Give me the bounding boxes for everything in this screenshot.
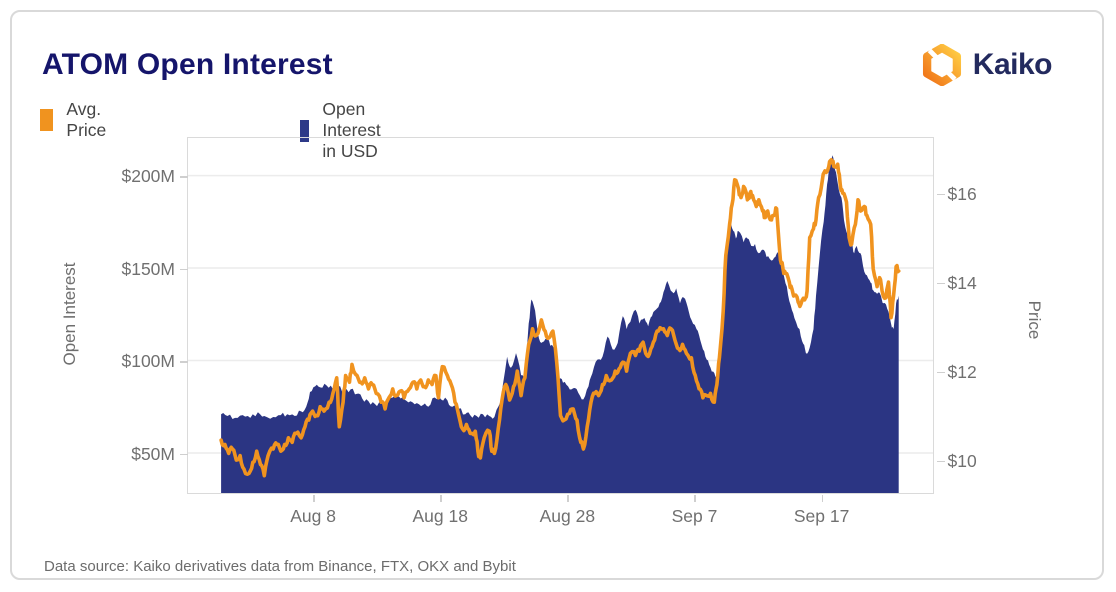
- x-axis-tick-label: Sep 7: [671, 505, 718, 526]
- chart-canvas: [188, 155, 933, 493]
- kaiko-logo-icon: [921, 44, 963, 86]
- y-left-tick-label: $200M: [121, 166, 175, 187]
- page-title: ATOM Open Interest: [42, 48, 333, 81]
- y-right-tick-label: $12: [947, 361, 977, 382]
- x-axis-tick-label: Aug 8: [290, 505, 336, 526]
- y-right-tick-mark: [936, 282, 945, 285]
- y-right-tick-label: $14: [947, 272, 977, 293]
- chart-card: ATOM Open Interest Kaiko Avg. Price: [10, 10, 1104, 580]
- y-left-tick-label: $50M: [131, 443, 175, 464]
- avg-price-swatch: [40, 109, 54, 131]
- x-axis-tick-label: Aug 18: [412, 505, 468, 526]
- legend-label-avg-price: Avg. Price: [66, 99, 107, 140]
- x-axis-tick-mark: [440, 494, 442, 502]
- chart-plot-area: [187, 137, 934, 494]
- x-axis-tick-label: Sep 17: [793, 505, 850, 526]
- data-source-note: Data source: Kaiko derivatives data from…: [44, 558, 516, 575]
- y-left-tick-label: $150M: [121, 258, 175, 279]
- y-left-tick-label: $100M: [121, 351, 175, 372]
- legend-item-open-interest: Open Interest in USD: [300, 99, 393, 162]
- y-left-tick-mark: [179, 268, 188, 271]
- legend-item-avg-price: Avg. Price: [40, 99, 115, 141]
- x-axis-tick-mark: [694, 494, 696, 502]
- y-right-tick-mark: [936, 371, 945, 374]
- x-axis-tick-mark: [821, 494, 824, 502]
- y-right-tick-mark: [936, 193, 945, 196]
- kaiko-logo: Kaiko: [921, 44, 1053, 86]
- right-axis-title: Price: [1025, 300, 1044, 340]
- legend-label-open-interest: Open Interest in USD: [322, 99, 381, 161]
- x-axis-tick-mark: [567, 494, 569, 502]
- y-left-tick-mark: [179, 176, 188, 178]
- y-right-tick-label: $16: [947, 183, 977, 204]
- y-left-tick-mark: [179, 453, 188, 456]
- x-axis-tick-label: Aug 28: [539, 505, 596, 526]
- y-right-tick-label: $10: [947, 450, 977, 471]
- open-interest-swatch: [300, 119, 310, 142]
- x-axis-tick-mark: [313, 494, 315, 502]
- kaiko-logo-text: Kaiko: [972, 48, 1053, 81]
- y-left-tick-mark: [179, 361, 188, 363]
- y-right-tick-mark: [936, 460, 945, 463]
